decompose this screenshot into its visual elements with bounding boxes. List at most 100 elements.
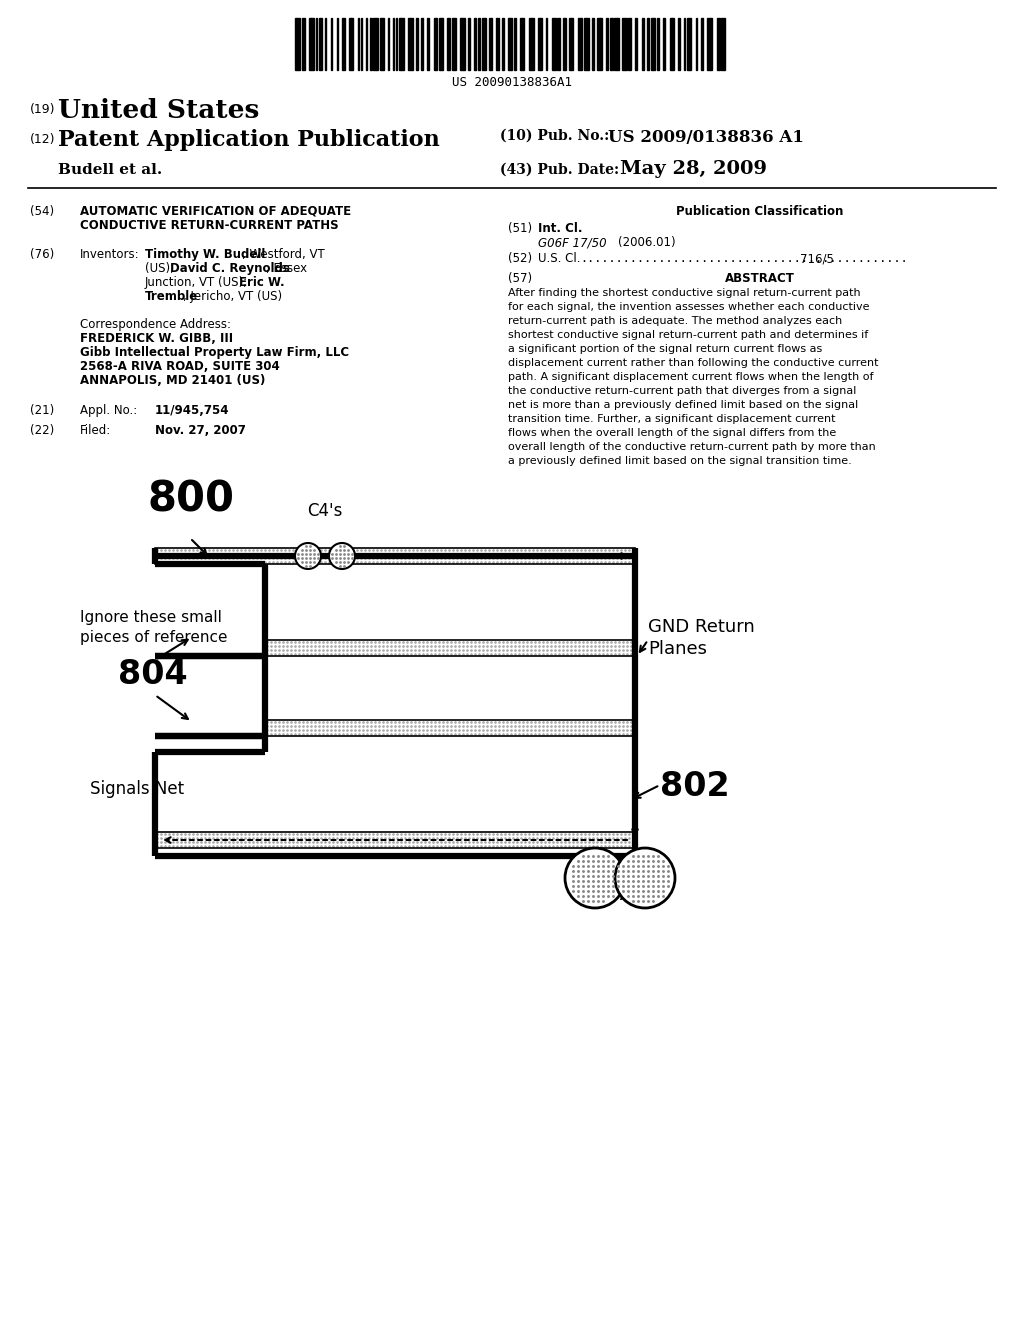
Bar bbox=[155, 832, 635, 847]
Bar bbox=[670, 18, 674, 70]
Bar bbox=[578, 18, 583, 70]
Text: Ignore these small
pieces of reference: Ignore these small pieces of reference bbox=[80, 610, 227, 644]
Bar bbox=[584, 18, 589, 70]
Text: (57): (57) bbox=[508, 272, 532, 285]
Bar bbox=[508, 18, 512, 70]
Bar bbox=[302, 18, 305, 70]
Text: path. A significant displacement current flows when the length of: path. A significant displacement current… bbox=[508, 372, 873, 381]
Bar bbox=[606, 18, 608, 70]
Text: Tremble: Tremble bbox=[145, 290, 199, 304]
Text: Nov. 27, 2007: Nov. 27, 2007 bbox=[155, 424, 246, 437]
Bar bbox=[374, 18, 378, 70]
Text: 802: 802 bbox=[660, 770, 730, 803]
Bar bbox=[563, 18, 566, 70]
Text: (12): (12) bbox=[30, 133, 55, 147]
Text: G06F 17/50: G06F 17/50 bbox=[538, 236, 606, 249]
Text: , Jericho, VT (US): , Jericho, VT (US) bbox=[183, 290, 283, 304]
Text: transition time. Further, a significant displacement current: transition time. Further, a significant … bbox=[508, 414, 836, 424]
Circle shape bbox=[295, 543, 321, 569]
Bar bbox=[520, 18, 524, 70]
Text: return-current path is adequate. The method analyzes each: return-current path is adequate. The met… bbox=[508, 315, 843, 326]
Text: (54): (54) bbox=[30, 205, 54, 218]
Bar bbox=[539, 18, 542, 70]
Bar bbox=[569, 18, 573, 70]
Bar bbox=[664, 18, 666, 70]
Text: Patent Application Publication: Patent Application Publication bbox=[58, 129, 439, 150]
Bar bbox=[265, 640, 635, 656]
Bar bbox=[478, 18, 479, 70]
Text: AUTOMATIC VERIFICATION OF ADEQUATE: AUTOMATIC VERIFICATION OF ADEQUATE bbox=[80, 205, 351, 218]
Text: , Essex: , Essex bbox=[266, 261, 307, 275]
Bar bbox=[657, 18, 658, 70]
Bar bbox=[642, 18, 644, 70]
Bar bbox=[552, 18, 556, 70]
Bar bbox=[722, 18, 725, 70]
Text: 716/5: 716/5 bbox=[800, 252, 834, 265]
Bar bbox=[678, 18, 680, 70]
Bar bbox=[387, 18, 389, 70]
Circle shape bbox=[329, 543, 355, 569]
Bar bbox=[392, 18, 394, 70]
Text: Int. Cl.: Int. Cl. bbox=[538, 222, 583, 235]
Text: a significant portion of the signal return current flows as: a significant portion of the signal retu… bbox=[508, 345, 822, 354]
Circle shape bbox=[615, 847, 675, 908]
Bar bbox=[647, 18, 648, 70]
Text: Signals Net: Signals Net bbox=[90, 780, 184, 799]
Text: BGA's: BGA's bbox=[594, 886, 646, 904]
Text: displacement current rather than following the conductive current: displacement current rather than followi… bbox=[508, 358, 879, 368]
Text: Appl. No.:: Appl. No.: bbox=[80, 404, 137, 417]
Bar bbox=[427, 18, 429, 70]
Bar bbox=[460, 18, 465, 70]
Bar bbox=[295, 18, 300, 70]
Bar bbox=[421, 18, 423, 70]
Text: (76): (76) bbox=[30, 248, 54, 261]
Text: (21): (21) bbox=[30, 404, 54, 417]
Bar bbox=[409, 18, 413, 70]
Bar bbox=[396, 18, 397, 70]
Text: flows when the overall length of the signal differs from the: flows when the overall length of the sig… bbox=[508, 428, 837, 438]
Text: Publication Classification: Publication Classification bbox=[676, 205, 844, 218]
Bar bbox=[315, 18, 317, 70]
Bar bbox=[695, 18, 697, 70]
Bar bbox=[592, 18, 594, 70]
Text: overall length of the conductive return-current path by more than: overall length of the conductive return-… bbox=[508, 442, 876, 451]
Bar bbox=[474, 18, 476, 70]
Text: for each signal, the invention assesses whether each conductive: for each signal, the invention assesses … bbox=[508, 302, 869, 312]
Bar bbox=[546, 18, 547, 70]
Text: ABSTRACT: ABSTRACT bbox=[725, 272, 795, 285]
Bar bbox=[529, 18, 534, 70]
Text: Inventors:: Inventors: bbox=[80, 248, 139, 261]
Bar bbox=[482, 18, 486, 70]
Text: Eric W.: Eric W. bbox=[239, 276, 285, 289]
Text: US 2009/0138836 A1: US 2009/0138836 A1 bbox=[608, 129, 804, 147]
Bar bbox=[309, 18, 313, 70]
Bar bbox=[628, 18, 631, 70]
Text: (22): (22) bbox=[30, 424, 54, 437]
Bar bbox=[684, 18, 685, 70]
Text: 800: 800 bbox=[148, 478, 234, 520]
Text: (51): (51) bbox=[508, 222, 532, 235]
Text: 2568-A RIVA ROAD, SUITE 304: 2568-A RIVA ROAD, SUITE 304 bbox=[80, 360, 280, 374]
Bar bbox=[366, 18, 368, 70]
Bar bbox=[331, 18, 332, 70]
Bar bbox=[614, 18, 620, 70]
Text: , Westford, VT: , Westford, VT bbox=[242, 248, 325, 261]
Bar bbox=[325, 18, 326, 70]
Text: Timothy W. Budell: Timothy W. Budell bbox=[145, 248, 265, 261]
Text: 11/945,754: 11/945,754 bbox=[155, 404, 229, 417]
Bar bbox=[433, 18, 437, 70]
Text: U.S. Cl.: U.S. Cl. bbox=[538, 252, 581, 265]
Text: Gibb Intellectual Property Law Firm, LLC: Gibb Intellectual Property Law Firm, LLC bbox=[80, 346, 349, 359]
Bar bbox=[514, 18, 516, 70]
Bar bbox=[155, 548, 635, 564]
Bar bbox=[557, 18, 560, 70]
Text: Budell et al.: Budell et al. bbox=[58, 162, 162, 177]
Bar bbox=[708, 18, 712, 70]
Text: (19): (19) bbox=[30, 103, 55, 116]
Text: After finding the shortest conductive signal return-current path: After finding the shortest conductive si… bbox=[508, 288, 860, 298]
Text: a previously defined limit based on the signal transition time.: a previously defined limit based on the … bbox=[508, 455, 852, 466]
Bar bbox=[700, 18, 702, 70]
Text: (10) Pub. No.:: (10) Pub. No.: bbox=[500, 129, 614, 143]
Text: US 20090138836A1: US 20090138836A1 bbox=[452, 77, 572, 88]
Bar bbox=[650, 18, 655, 70]
